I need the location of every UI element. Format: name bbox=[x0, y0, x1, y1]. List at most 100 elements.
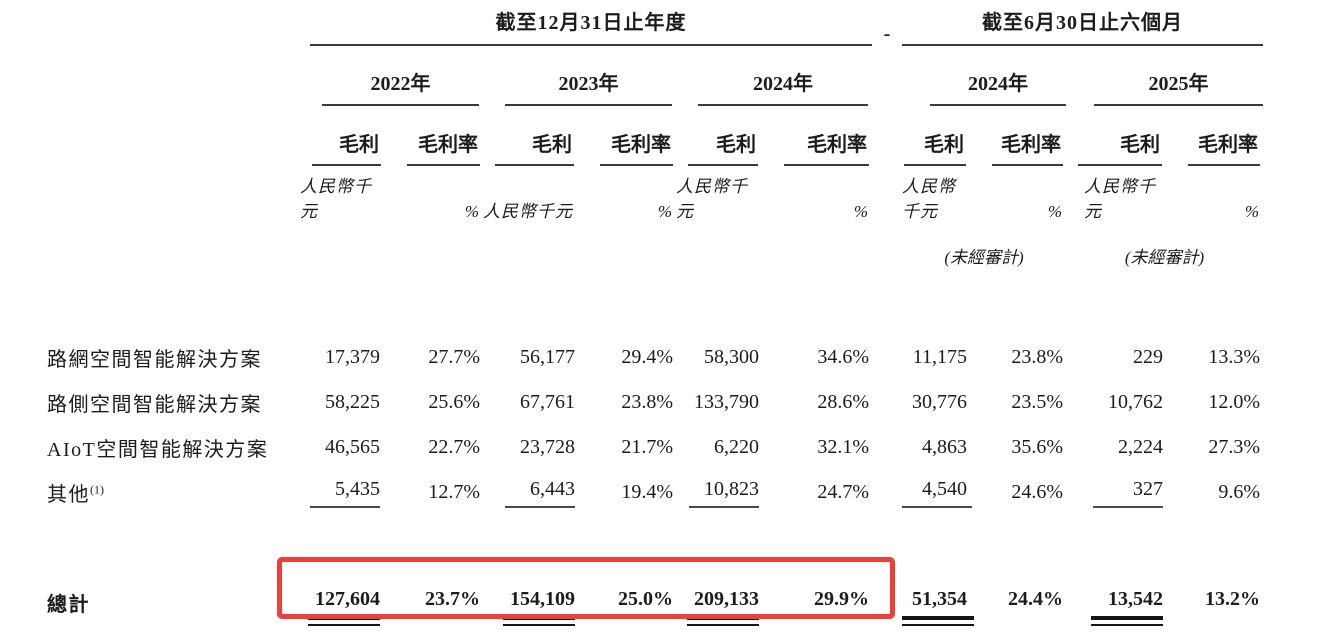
total-double-rule bbox=[687, 616, 759, 626]
gpm-header-cell: 毛利率 bbox=[1166, 106, 1263, 166]
footnote-ref: (1) bbox=[90, 482, 104, 497]
gpm-header: 毛利率 bbox=[992, 128, 1063, 166]
year-2024-cell: 2024年 bbox=[676, 46, 872, 106]
unit-percent: % bbox=[1244, 202, 1260, 221]
value-cell: 17,379 bbox=[325, 346, 380, 368]
empty-cell bbox=[45, 166, 300, 226]
value-cell: 56,177 bbox=[520, 346, 575, 368]
value-cell: 25.6% bbox=[428, 391, 480, 413]
value-cell: 58,300 bbox=[704, 346, 759, 368]
total-double-rule bbox=[902, 616, 974, 626]
value-cell: 133,790 bbox=[694, 391, 759, 413]
gap-cell bbox=[872, 46, 902, 106]
unit-percent: % bbox=[1047, 202, 1063, 221]
empty-cell bbox=[45, 106, 300, 166]
value-cell: 24.7% bbox=[817, 481, 869, 503]
unit-amount: 人民幣千元 bbox=[483, 202, 573, 221]
total-value-cell: 154,109 bbox=[483, 581, 578, 634]
table-row: 路網空間智能解決方案 17,379 27.7% 56,177 29.4% 58,… bbox=[45, 335, 1263, 380]
interim-2024-label: 2024年 bbox=[930, 67, 1066, 106]
subtotal-rule bbox=[505, 505, 575, 508]
interim-2025-cell: 2025年 bbox=[1066, 46, 1263, 106]
value-cell: 67,761 bbox=[520, 391, 575, 413]
value-cell: 10,762 bbox=[1108, 391, 1163, 413]
gap-cell bbox=[872, 380, 902, 425]
gap-cell bbox=[872, 106, 902, 166]
gp-header-cell: 毛利 bbox=[483, 106, 578, 166]
value-cell: 12.7% bbox=[428, 481, 480, 503]
year-2023-cell: 2023年 bbox=[483, 46, 676, 106]
unit-percent: % bbox=[464, 202, 480, 221]
total-value-cell: 51,354 bbox=[902, 581, 974, 634]
subtotal-rule bbox=[310, 505, 380, 508]
gp-header-cell: 毛利 bbox=[1066, 106, 1166, 166]
year-2024-label: 2024年 bbox=[698, 67, 868, 106]
unit-percent: % bbox=[853, 202, 869, 221]
subtotal-rule bbox=[689, 505, 759, 508]
gp-header: 毛利 bbox=[904, 128, 966, 166]
value-cell: 28.6% bbox=[817, 391, 869, 413]
total-double-rule bbox=[503, 616, 575, 626]
value-cell: 5,435 bbox=[300, 470, 385, 515]
unaudited-note: (未經審計) bbox=[1124, 248, 1205, 267]
value-cell: 58,225 bbox=[325, 391, 380, 413]
table-row: 其他(1) 5,435 12.7% 6,443 19.4% 10,823 24.… bbox=[45, 470, 1263, 515]
value-cell: 27.7% bbox=[428, 346, 480, 368]
value-cell: 46,565 bbox=[325, 436, 380, 458]
total-value-cell: 25.0% bbox=[618, 588, 673, 610]
spacer-row bbox=[45, 515, 1263, 581]
year-2022-label: 2022年 bbox=[322, 67, 479, 106]
value-cell: 23.8% bbox=[1011, 346, 1063, 368]
unaudited-note: (未經審計) bbox=[944, 248, 1024, 267]
empty-corner-cell bbox=[45, 0, 300, 46]
value-cell: 35.6% bbox=[1011, 436, 1063, 458]
total-value-cell: 24.4% bbox=[1008, 588, 1063, 610]
total-double-rule bbox=[308, 616, 380, 626]
gpm-header-cell: 毛利率 bbox=[970, 106, 1066, 166]
gpm-header-cell: 毛利率 bbox=[578, 106, 676, 166]
unit-amount: 人民幣千元 bbox=[676, 177, 748, 221]
value-cell: 12.0% bbox=[1208, 391, 1260, 413]
value-cell: 24.6% bbox=[1011, 481, 1063, 503]
group-separator-dash: - bbox=[883, 23, 891, 45]
value-cell: 27.3% bbox=[1208, 436, 1260, 458]
value-cell: 34.6% bbox=[817, 346, 869, 368]
gpm-header: 毛利率 bbox=[407, 128, 480, 166]
gpm-header-cell: 毛利率 bbox=[385, 106, 483, 166]
gpm-header: 毛利率 bbox=[600, 128, 673, 166]
segment-label: 路網空間智能解決方案 bbox=[47, 349, 262, 371]
spacer-row bbox=[45, 272, 1263, 335]
subtotal-rule bbox=[902, 505, 972, 508]
year-2022-cell: 2022年 bbox=[300, 46, 483, 106]
period-group-annual-title: 截至12月31日止年度 bbox=[310, 6, 872, 46]
table-row: AIoT空間智能解決方案 46,565 22.7% 23,728 21.7% 6… bbox=[45, 425, 1263, 470]
subtotal-rule bbox=[1093, 505, 1163, 508]
gpm-header: 毛利率 bbox=[784, 128, 869, 166]
value-cell: 21.7% bbox=[621, 436, 673, 458]
period-group-interim-cell: 截至6月30日止六個月 bbox=[902, 0, 1263, 46]
segment-label: 路側空間智能解決方案 bbox=[47, 394, 262, 416]
interim-2024-cell: 2024年 bbox=[902, 46, 1066, 106]
year-header-row: 2022年 2023年 2024年 2024年 2025年 bbox=[45, 46, 1263, 106]
total-value-cell: 127,604 bbox=[300, 581, 385, 634]
period-group-interim-title: 截至6月30日止六個月 bbox=[902, 6, 1263, 46]
value-cell: 23,728 bbox=[520, 436, 575, 458]
value-cell: 22.7% bbox=[428, 436, 480, 458]
unit-amount: 人民幣千元 bbox=[1084, 177, 1156, 221]
gp-header: 毛利 bbox=[312, 128, 381, 166]
period-group-header-row: 截至12月31日止年度 - 截至6月30日止六個月 bbox=[45, 0, 1263, 46]
value-cell: 4,863 bbox=[922, 436, 967, 458]
empty-cell bbox=[45, 226, 902, 272]
value-cell: 11,175 bbox=[912, 346, 967, 368]
value-cell: 6,220 bbox=[714, 436, 759, 458]
total-value-cell: 13,542 bbox=[1066, 581, 1166, 634]
unit-percent: % bbox=[657, 202, 673, 221]
measure-header-row: 毛利 毛利率 毛利 毛利率 毛利 毛利率 毛利 毛利率 毛利 毛利率 bbox=[45, 106, 1263, 166]
gap-cell bbox=[872, 581, 902, 634]
gross-profit-table: 截至12月31日止年度 - 截至6月30日止六個月 2022年 2023年 20… bbox=[45, 0, 1263, 634]
value-cell: 23.8% bbox=[621, 391, 673, 413]
gp-header: 毛利 bbox=[495, 128, 574, 166]
total-label: 總計 bbox=[47, 594, 90, 616]
value-cell: 29.4% bbox=[621, 346, 673, 368]
